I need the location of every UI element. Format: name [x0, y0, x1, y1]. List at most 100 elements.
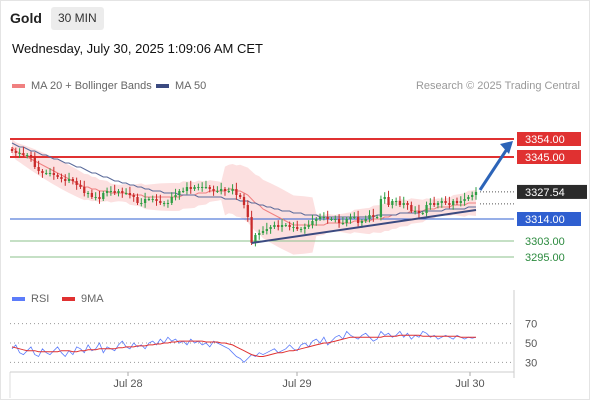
- candle: [193, 187, 196, 189]
- candle: [296, 227, 299, 229]
- ma20-swatch: [12, 84, 25, 88]
- candle: [170, 197, 173, 203]
- candle: [387, 197, 390, 205]
- candle: [64, 179, 67, 181]
- candle: [14, 151, 17, 153]
- candle: [307, 225, 310, 227]
- candle: [197, 187, 200, 188]
- candle: [261, 231, 265, 233]
- candle: [83, 187, 86, 193]
- candle: [98, 197, 101, 199]
- candle: [277, 225, 280, 227]
- candle: [18, 153, 21, 154]
- top-bar: Gold 30 MIN: [0, 0, 590, 38]
- candle: [140, 203, 143, 204]
- candle: [246, 205, 249, 217]
- timeframe-selector[interactable]: 30 MIN: [51, 7, 104, 30]
- candle: [429, 203, 432, 205]
- candle: [421, 213, 424, 214]
- candle: [45, 173, 48, 174]
- candle: [223, 189, 227, 191]
- candle: [356, 217, 360, 223]
- candle: [128, 193, 132, 195]
- current-price-label: 3327.54: [525, 187, 565, 199]
- candle: [75, 181, 78, 185]
- rsi-panel: 70 50 30: [10, 319, 537, 369]
- ma9-label: 9MA: [81, 293, 104, 305]
- candle: [265, 229, 268, 231]
- arrow-head: [500, 141, 513, 154]
- support-trendline: [251, 209, 477, 244]
- candle: [41, 171, 44, 173]
- candle: [235, 189, 238, 195]
- candle: [436, 203, 440, 205]
- candle: [204, 187, 208, 188]
- candle: [250, 217, 253, 243]
- candle: [60, 177, 63, 179]
- legend-ma50: MA 50: [156, 80, 206, 92]
- candle: [151, 199, 154, 200]
- candle: [368, 215, 371, 219]
- candle: [212, 189, 215, 191]
- rsi-line: [11, 330, 477, 363]
- level-tag-3345.00: [517, 150, 581, 164]
- credit-text: Research © 2025 Trading Central: [415, 80, 580, 92]
- candle: [467, 197, 470, 199]
- instrument-title: Gold: [10, 10, 42, 26]
- candle: [29, 155, 33, 157]
- candle: [269, 227, 272, 229]
- candle: [220, 189, 223, 191]
- candle: [444, 201, 447, 203]
- candle: [455, 201, 459, 203]
- candle: [48, 173, 52, 174]
- candle: [433, 203, 436, 205]
- candle: [71, 179, 74, 181]
- candle: [56, 175, 59, 177]
- annotations: 3327.54: [251, 141, 587, 244]
- candle: [113, 191, 116, 193]
- level-label-3295.00: 3295.00: [525, 252, 565, 264]
- rsi-tick-70: 70: [525, 319, 537, 331]
- candle: [185, 187, 189, 191]
- projection-arrow: [478, 145, 511, 191]
- candle: [452, 201, 455, 205]
- x-tick-label: Jul 30: [455, 378, 484, 390]
- candle: [394, 201, 398, 202]
- ma20-label: MA 20 + Bollinger Bands: [31, 80, 152, 92]
- candle: [341, 223, 345, 224]
- candle: [132, 195, 135, 197]
- candle: [471, 195, 474, 197]
- candle: [86, 193, 90, 194]
- level-tag-3354.00: [517, 132, 581, 146]
- level-label-3354.00: 3354.00: [525, 134, 565, 146]
- rsi-9ma-line: [11, 334, 476, 357]
- candle: [383, 197, 386, 199]
- candle: [52, 173, 55, 175]
- candle: [334, 219, 337, 220]
- candle: [189, 187, 192, 189]
- candle: [227, 191, 230, 192]
- candle: [417, 211, 421, 213]
- candle: [406, 203, 409, 205]
- legend-ma20: MA 20 + Bollinger Bands: [12, 80, 152, 92]
- rsi-tick-50: 50: [525, 338, 537, 350]
- candle: [425, 205, 428, 213]
- candle: [208, 187, 211, 189]
- candle: [448, 203, 451, 205]
- candle: [147, 199, 151, 200]
- candle: [67, 179, 71, 181]
- ma50-swatch: [156, 84, 169, 88]
- x-axis: Jul 28 Jul 29 Jul 30: [9, 290, 515, 398]
- legend-9ma: 9MA: [62, 293, 104, 305]
- candle: [242, 197, 246, 205]
- candle: [254, 235, 257, 243]
- candle: [459, 201, 462, 203]
- candle: [280, 225, 284, 227]
- candle: [33, 157, 36, 167]
- candle: [398, 201, 402, 205]
- level-label-3303.00: 3303.00: [525, 236, 565, 248]
- candle: [391, 201, 394, 205]
- candle: [22, 153, 25, 155]
- candle: [94, 197, 97, 198]
